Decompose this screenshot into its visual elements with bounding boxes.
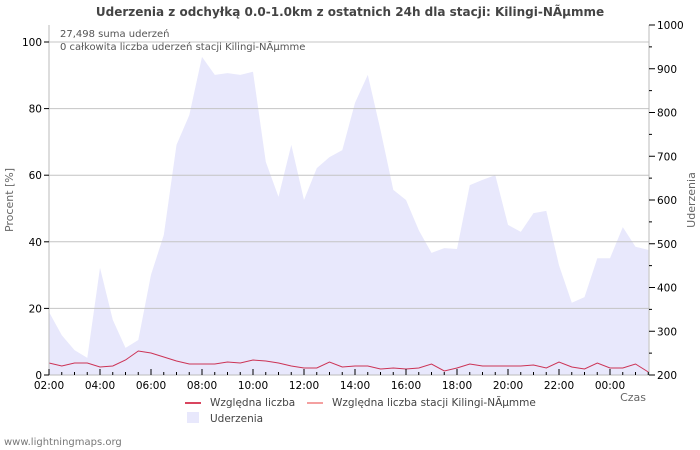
legend-label: Względna liczba stacji Kilingi-NÃµmme	[332, 396, 536, 409]
legend-item-strikes: Uderzenia	[187, 412, 263, 425]
right-axis-ticks: 200 300 400 500 600 700 800 900 1000	[649, 20, 684, 382]
left-tick-label: 20	[29, 303, 42, 315]
gridlines	[49, 41, 649, 309]
left-tick-label: 60	[29, 170, 42, 182]
legend-item-station-relative-count: Względna liczba stacji Kilingi-NÃµmme	[307, 396, 536, 409]
x-tick-label: 22:00	[544, 380, 574, 392]
info-total-strikes: 27,498 suma uderzeń	[60, 28, 169, 40]
right-tick-label: 800	[657, 108, 677, 120]
x-tick-label: 18:00	[442, 380, 472, 392]
x-tick-label: 16:00	[391, 380, 421, 392]
right-tick-label: 600	[657, 195, 677, 207]
x-axis-ticks: 02:00 04:00 06:00 08:00 10:00 12:00 14:00 16:00…	[34, 369, 649, 392]
x-tick-label: 14:00	[340, 380, 370, 392]
right-tick-label: 300	[657, 326, 677, 338]
relative-count-polyline	[48, 350, 649, 373]
x-tick-label: 00:00	[595, 380, 625, 392]
strikes-area-path	[49, 56, 649, 376]
left-tick-label: 0	[35, 370, 42, 382]
legend-item-relative-count: Względna liczba	[185, 397, 295, 409]
left-tick-label: 100	[22, 37, 42, 49]
footer-credit: www.lightningmaps.org	[4, 437, 122, 448]
x-tick-label: 02:00	[34, 380, 64, 392]
left-axis-ticks: 0 20 40 60 80 100	[22, 37, 49, 382]
chart-title: Uderzenia z odchyłką 0.0-1.0km z ostatni…	[96, 4, 604, 19]
right-axis-title: Uderzenia	[685, 172, 698, 228]
x-tick-label: 20:00	[493, 380, 523, 392]
legend-label: Uderzenia	[210, 413, 263, 425]
right-tick-label: 400	[657, 283, 677, 295]
left-axis-title: Procent [%]	[3, 168, 16, 232]
right-tick-label: 500	[657, 239, 677, 251]
x-tick-label: 10:00	[238, 380, 268, 392]
legend-label: Względna liczba	[210, 397, 295, 409]
left-tick-label: 40	[29, 237, 42, 249]
right-tick-label: 1000	[657, 20, 684, 32]
right-tick-label: 700	[657, 151, 677, 163]
left-tick-label: 80	[29, 104, 42, 116]
legend: Względna liczba Względna liczba stacji K…	[185, 396, 536, 425]
strikes-area	[49, 56, 649, 376]
x-tick-label: 08:00	[187, 380, 217, 392]
x-tick-label: 06:00	[136, 380, 166, 392]
x-tick-label: 12:00	[289, 380, 319, 392]
right-tick-label: 200	[657, 370, 677, 382]
relative-count-line	[48, 350, 649, 373]
right-tick-label: 900	[657, 64, 677, 76]
info-station-strikes: 0 całkowita liczba uderzeń stacji Kiling…	[60, 40, 305, 53]
legend-swatch-area-icon	[187, 412, 199, 423]
plot-area	[48, 25, 650, 376]
x-axis-title: Czas	[620, 391, 646, 404]
x-tick-label: 04:00	[85, 380, 115, 392]
